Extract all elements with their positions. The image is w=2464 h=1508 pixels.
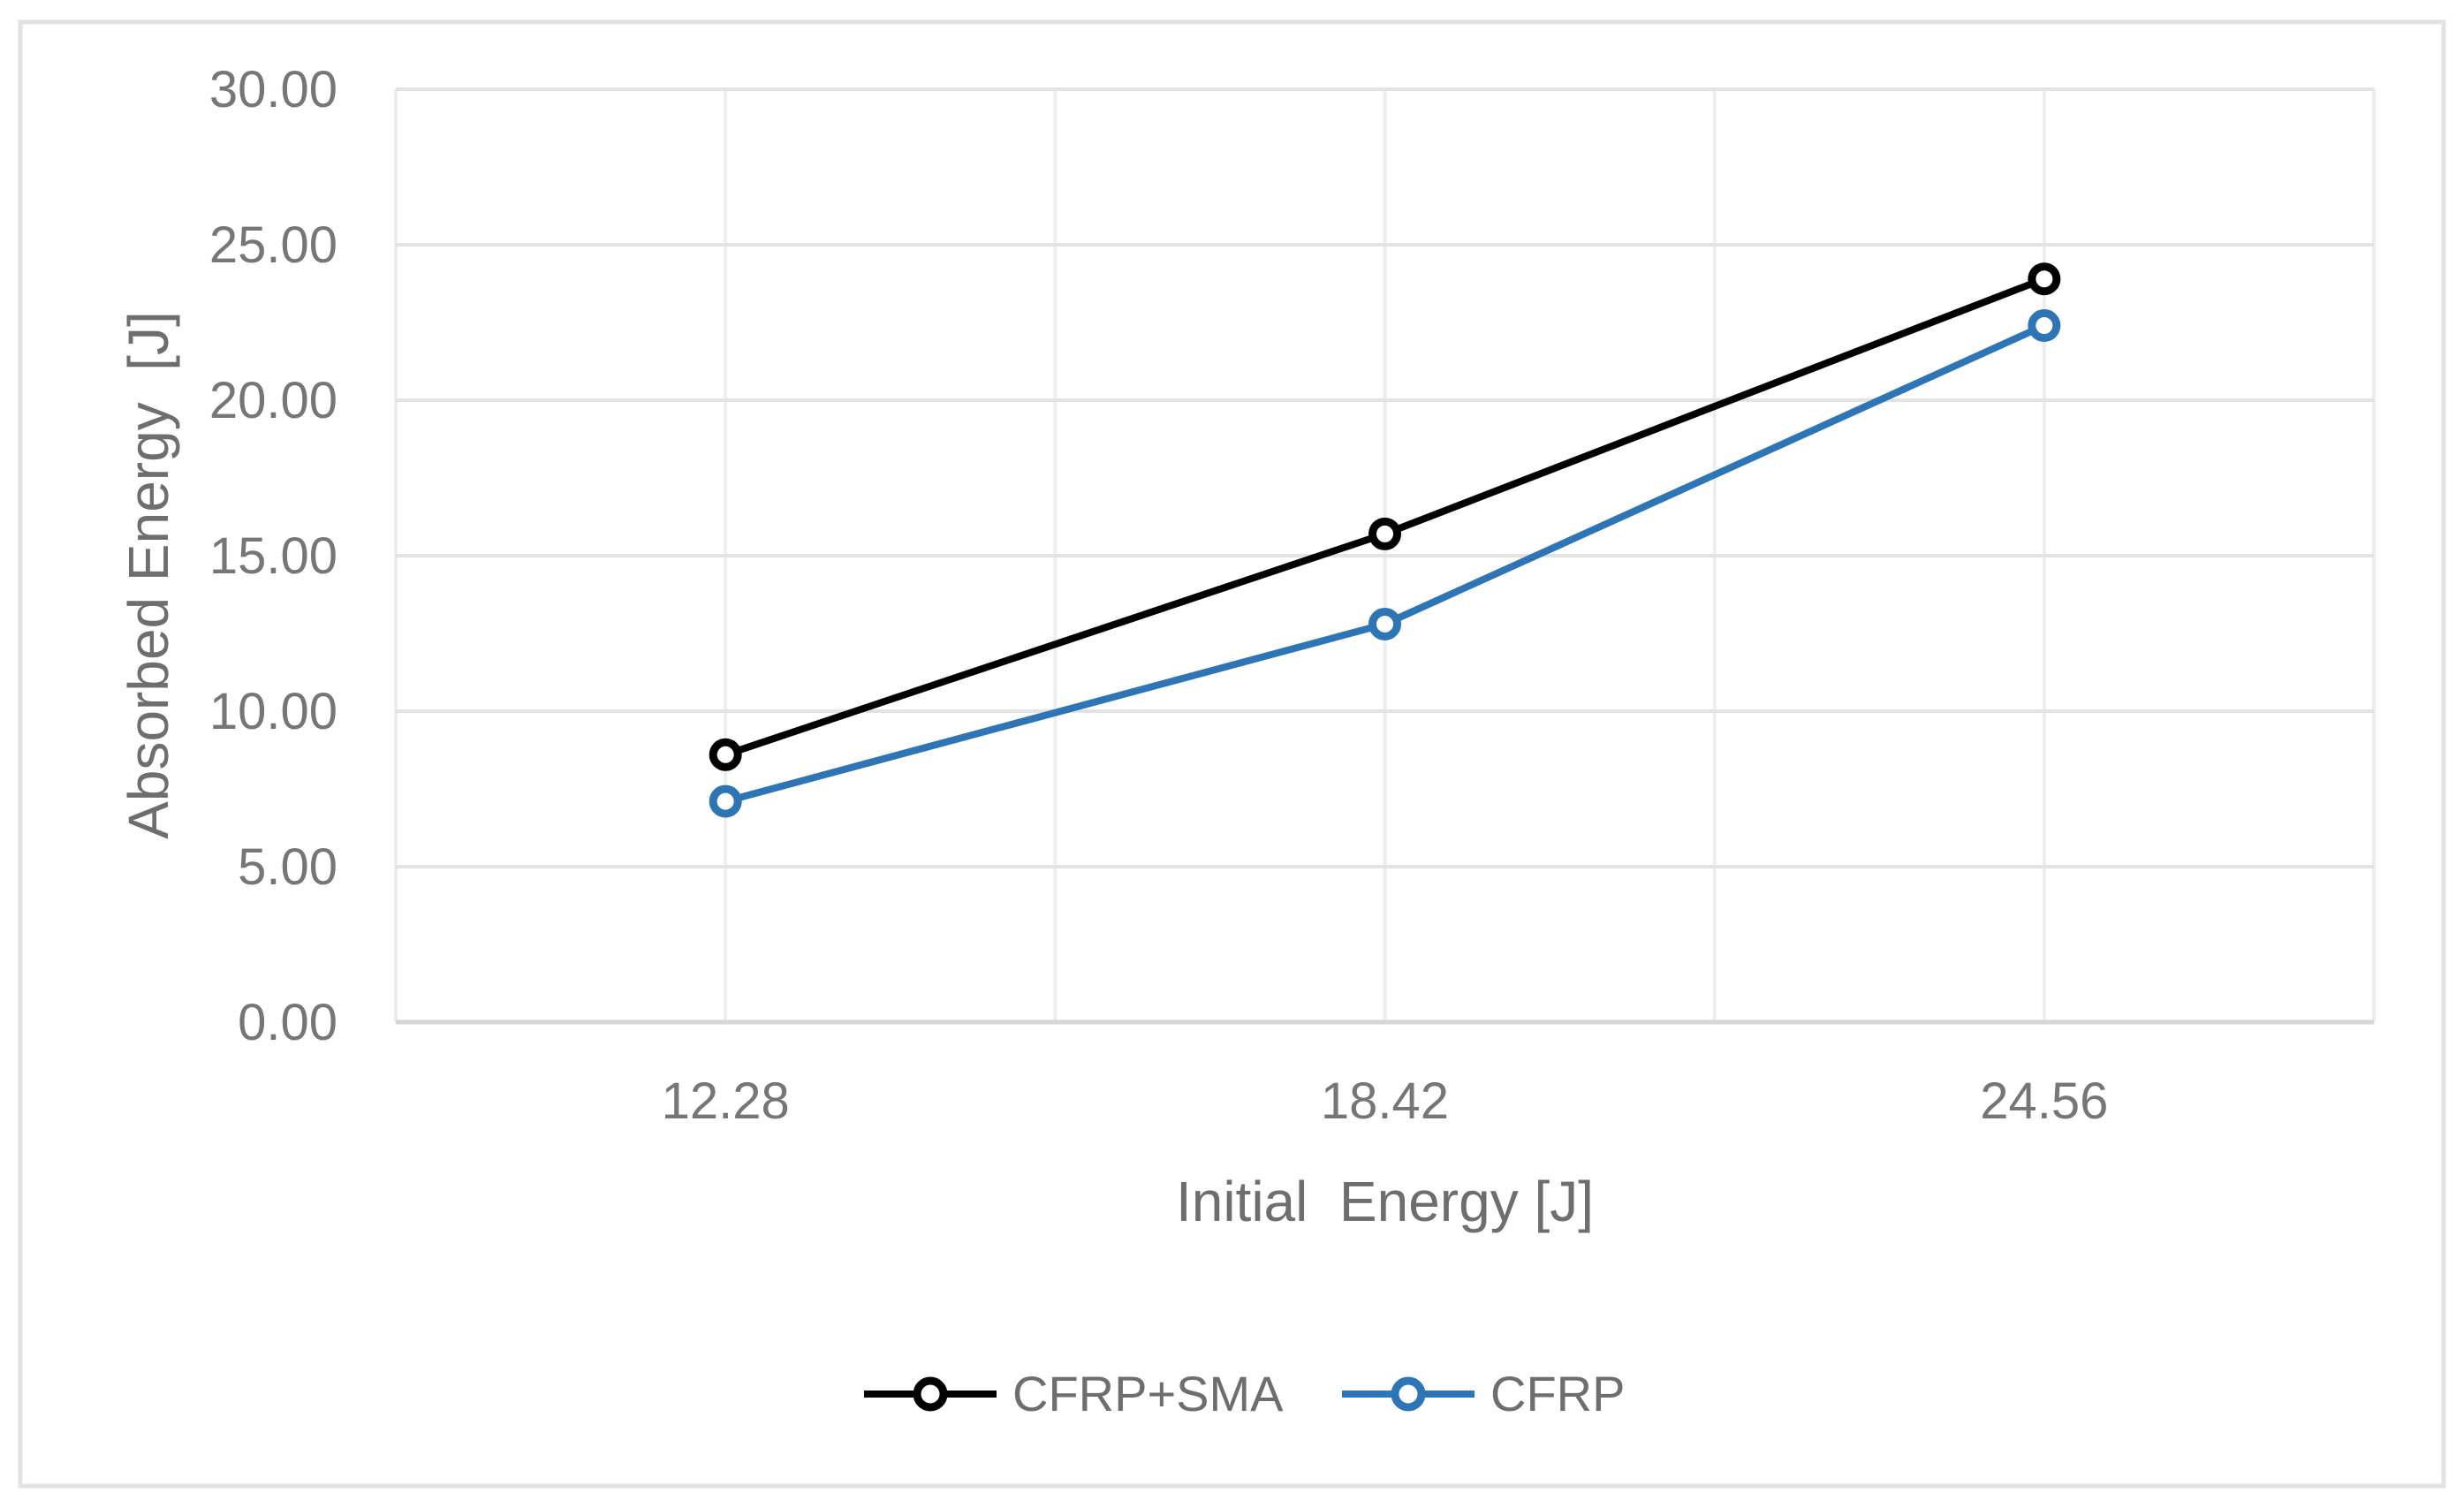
data-point-marker-cfrp bbox=[709, 784, 742, 818]
x-axis-title: Initial Energy [J] bbox=[1176, 1170, 1594, 1233]
legend-marker-icon bbox=[1391, 1376, 1426, 1412]
data-point-marker-cfrp bbox=[1368, 607, 1401, 640]
y-tick-label: 30.00 bbox=[209, 61, 337, 118]
y-tick-label: 15.00 bbox=[209, 527, 337, 585]
legend-item-cfrp-sma: CFRP+SMA bbox=[864, 1366, 1284, 1421]
chart-border bbox=[18, 19, 2446, 1489]
data-point-marker-cfrp-sma bbox=[2028, 262, 2061, 296]
legend-item-cfrp: CFRP bbox=[1342, 1366, 1625, 1421]
data-point-marker-cfrp bbox=[2028, 309, 2061, 343]
x-tick-label: 18.42 bbox=[1321, 1072, 1449, 1130]
series-cfrp-sma bbox=[709, 262, 2061, 771]
x-tick-label: 12.28 bbox=[662, 1072, 790, 1130]
legend-label: CFRP+SMA bbox=[1012, 1366, 1284, 1421]
series-cfrp bbox=[709, 309, 2061, 818]
y-tick-label: 20.00 bbox=[209, 372, 337, 429]
x-tick-label: 24.56 bbox=[1980, 1072, 2108, 1130]
data-point-marker-cfrp-sma bbox=[1368, 517, 1401, 550]
data-point-marker-cfrp-sma bbox=[709, 738, 742, 771]
y-axis-title: Absorbed Energy [J] bbox=[117, 311, 180, 839]
y-tick-label: 5.00 bbox=[238, 838, 337, 896]
legend: CFRP+SMA CFRP bbox=[864, 1366, 1625, 1421]
y-tick-label: 25.00 bbox=[209, 216, 337, 274]
horizontal-gridlines bbox=[396, 87, 2374, 868]
legend-label: CFRP bbox=[1490, 1366, 1625, 1421]
y-tick-label: 0.00 bbox=[238, 994, 337, 1051]
legend-marker-icon bbox=[913, 1376, 948, 1412]
y-tick-label: 10.00 bbox=[209, 683, 337, 740]
